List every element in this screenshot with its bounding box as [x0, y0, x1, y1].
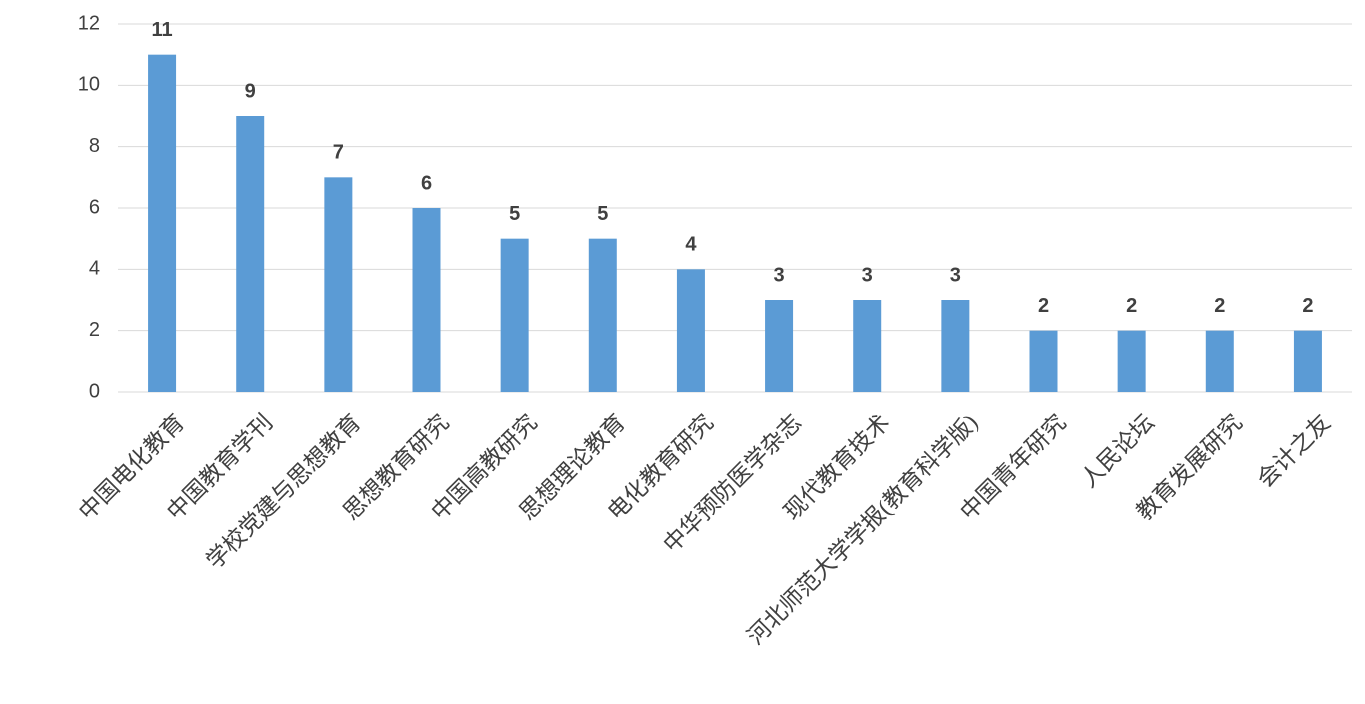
bar [588, 238, 617, 392]
bar [853, 300, 882, 392]
data-label: 2 [1038, 295, 1049, 317]
y-tick-label: 6 [89, 196, 100, 218]
bar [941, 300, 970, 392]
y-tick-label: 4 [89, 258, 100, 280]
y-tick-label: 10 [78, 74, 100, 96]
bar [500, 238, 529, 392]
x-tick-label: 学校党建与思想教育 [202, 410, 366, 574]
x-tick-label: 人民论坛 [1076, 410, 1159, 493]
bar [676, 269, 705, 392]
data-label: 2 [1214, 295, 1225, 317]
bar [412, 208, 441, 392]
bar [765, 300, 794, 392]
data-label: 9 [245, 80, 256, 102]
y-tick-label: 8 [89, 135, 100, 157]
y-tick-label: 2 [89, 319, 100, 341]
data-label: 2 [1302, 295, 1313, 317]
bar [324, 177, 353, 392]
data-label: 6 [421, 172, 432, 194]
x-tick-label: 会计之友 [1252, 410, 1335, 493]
y-tick-label: 0 [89, 380, 100, 402]
bar [1029, 330, 1058, 392]
data-label: 3 [950, 264, 961, 286]
data-label: 3 [774, 264, 785, 286]
data-label: 5 [597, 203, 608, 225]
y-tick-label: 12 [78, 12, 100, 34]
data-label: 5 [509, 203, 520, 225]
data-label: 4 [685, 234, 697, 256]
data-label: 11 [151, 19, 172, 41]
data-label: 2 [1126, 295, 1137, 317]
data-label: 7 [333, 142, 344, 164]
bar [236, 116, 265, 392]
bar [1117, 330, 1146, 392]
bar [1293, 330, 1322, 392]
data-label: 3 [862, 264, 873, 286]
bar [1205, 330, 1234, 392]
bar [148, 54, 177, 393]
